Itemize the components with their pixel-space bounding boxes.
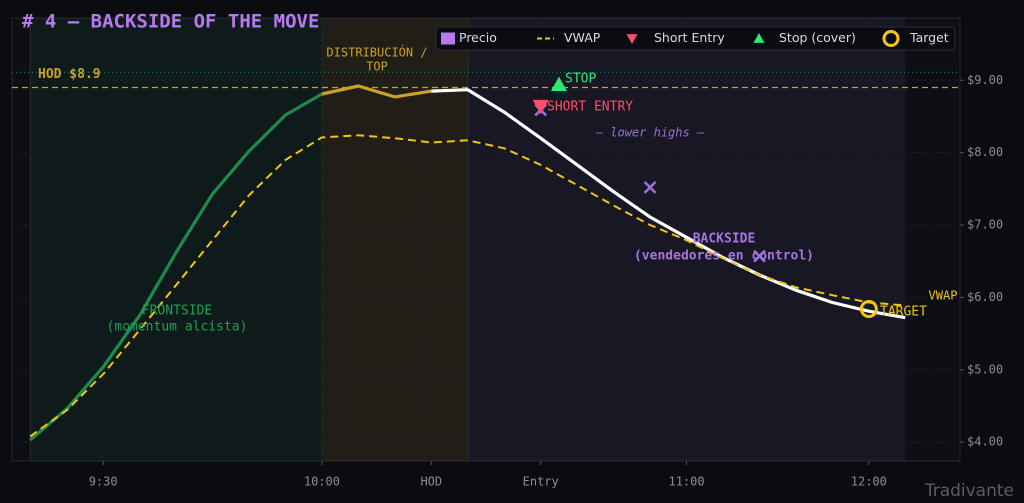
annotation: BACKSIDE bbox=[693, 232, 756, 247]
annotation: — lower highs — bbox=[595, 126, 705, 140]
regions bbox=[29, 18, 906, 461]
x-tick-label: 12:00 bbox=[851, 475, 887, 489]
legend-label: VWAP bbox=[564, 30, 601, 45]
x-tick-label: HOD bbox=[420, 475, 442, 489]
annotation: FRONTSIDE bbox=[142, 304, 212, 319]
annotation: TOP bbox=[366, 60, 388, 74]
x-tick-label: 11:00 bbox=[668, 475, 704, 489]
x-tick-label: 9:30 bbox=[89, 475, 118, 489]
lines bbox=[29, 84, 906, 442]
annotation: VWAP bbox=[929, 289, 958, 303]
legend-box bbox=[435, 26, 956, 51]
phase-region bbox=[30, 18, 322, 461]
x-tick-label: Entry bbox=[523, 475, 559, 489]
price-line bbox=[321, 84, 432, 99]
legend-label: Stop (cover) bbox=[779, 30, 856, 45]
legend: Precio VWAP Short Entry Stop (cover) Target bbox=[435, 26, 956, 51]
x-tick-label: 10:00 bbox=[304, 475, 340, 489]
grid: $4.00 $5.00 $6.00 $7.00 $8.00 $9.00 9:30 10:00 H… bbox=[12, 18, 1003, 489]
lower-high-marker bbox=[753, 249, 766, 263]
marker-triangle-down bbox=[532, 99, 549, 115]
y-tick-label: $7.00 bbox=[967, 218, 1003, 232]
y-tick-label: $5.00 bbox=[967, 362, 1003, 376]
y-tick-label: $4.00 bbox=[967, 435, 1003, 449]
lower-high-marker bbox=[643, 180, 657, 194]
hod-label: HOD $8.9 bbox=[38, 67, 101, 82]
legend-swatch bbox=[441, 32, 455, 45]
annotation: TARGET bbox=[880, 305, 927, 320]
legend-label: Short Entry bbox=[654, 30, 725, 45]
annotation: (momentum alcista) bbox=[107, 320, 248, 335]
legend-label: Target bbox=[909, 30, 949, 45]
annotation: (vendedores en control) bbox=[634, 249, 814, 264]
legend-label: Precio bbox=[459, 30, 497, 45]
annotation: DISTRIBUCIÓN / bbox=[326, 45, 427, 60]
vwap-line bbox=[29, 134, 906, 438]
price-line bbox=[29, 92, 323, 442]
watermark: Tradivante bbox=[924, 481, 1014, 501]
marker-triangle-up bbox=[550, 76, 567, 91]
phase-region bbox=[321, 18, 468, 461]
marker-circle bbox=[859, 299, 878, 318]
y-tick-label: $8.00 bbox=[967, 145, 1003, 159]
price-line bbox=[431, 88, 906, 320]
overlay: HOD $8.9 DISTRIBUCIÓN /TOP STOP SHORT ENTRY… bbox=[38, 26, 1014, 501]
annotation: SHORT ENTRY bbox=[547, 100, 633, 115]
legend-swatch bbox=[626, 34, 638, 44]
y-tick-label: $6.00 bbox=[967, 290, 1003, 304]
annotation: STOP bbox=[565, 72, 596, 87]
legend-swatch bbox=[882, 30, 900, 47]
legend-swatch bbox=[753, 33, 765, 43]
chart-title: # 4 — BACKSIDE OF THE MOVE bbox=[22, 11, 319, 33]
y-tick-label: $9.00 bbox=[967, 73, 1003, 87]
plot-area bbox=[11, 17, 961, 462]
